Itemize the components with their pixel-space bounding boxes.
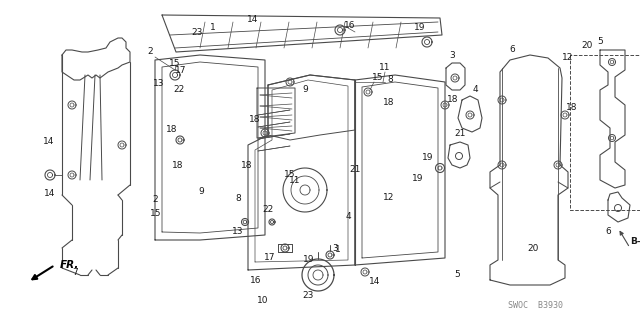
Text: 3: 3	[449, 50, 455, 60]
Text: 22: 22	[262, 205, 274, 214]
Text: 20: 20	[527, 244, 539, 253]
Text: 3: 3	[333, 244, 338, 253]
Text: 22: 22	[173, 85, 185, 94]
Text: 15: 15	[372, 73, 384, 83]
Text: 6: 6	[509, 45, 515, 54]
Text: SWOC  B3930: SWOC B3930	[508, 300, 563, 309]
Text: 16: 16	[250, 276, 262, 285]
Text: B-13-2: B-13-2	[630, 238, 640, 247]
Text: 23: 23	[191, 28, 203, 37]
Text: 13: 13	[232, 227, 244, 236]
Text: 17: 17	[264, 254, 276, 263]
Text: 5: 5	[455, 271, 460, 279]
Text: 18: 18	[383, 98, 395, 107]
Text: 14: 14	[44, 189, 56, 197]
Text: 19: 19	[422, 153, 434, 162]
Text: 12: 12	[383, 193, 394, 202]
Text: FR.: FR.	[60, 260, 79, 270]
Text: 2: 2	[147, 48, 153, 56]
Text: 14: 14	[247, 15, 259, 24]
Text: 23: 23	[302, 291, 314, 300]
Text: 7: 7	[73, 268, 78, 277]
Text: 18: 18	[447, 95, 459, 105]
Text: 15: 15	[169, 58, 180, 68]
Text: 21: 21	[454, 129, 466, 137]
Text: 18: 18	[172, 161, 184, 170]
Text: 14: 14	[369, 278, 381, 286]
Text: 18: 18	[166, 125, 178, 135]
Text: 18: 18	[249, 115, 260, 124]
Text: 8: 8	[387, 76, 393, 85]
Text: 17: 17	[175, 66, 186, 75]
Text: 16: 16	[344, 20, 356, 29]
Text: 19: 19	[414, 24, 426, 33]
Text: 12: 12	[563, 54, 573, 63]
Text: 6: 6	[605, 227, 611, 236]
Text: 2: 2	[153, 195, 158, 204]
Text: 19: 19	[303, 255, 315, 263]
Text: 11: 11	[380, 63, 391, 71]
Text: 1: 1	[210, 23, 215, 32]
Text: 18: 18	[241, 161, 252, 170]
Text: 15: 15	[284, 170, 296, 179]
Text: 20: 20	[581, 41, 593, 49]
Text: 11: 11	[289, 176, 300, 185]
Text: 15: 15	[150, 209, 161, 218]
Text: 10: 10	[257, 296, 268, 305]
Text: 5: 5	[597, 38, 603, 47]
Text: 8: 8	[236, 194, 241, 203]
Text: 9: 9	[198, 187, 204, 196]
Text: 4: 4	[472, 85, 478, 94]
Text: 18: 18	[566, 103, 578, 113]
Text: 9: 9	[302, 85, 308, 94]
Text: 21: 21	[349, 165, 361, 174]
Text: 4: 4	[346, 212, 351, 221]
Text: 1: 1	[335, 246, 341, 255]
Text: 14: 14	[43, 137, 54, 146]
Text: 13: 13	[153, 79, 164, 88]
Text: 19: 19	[412, 174, 424, 183]
